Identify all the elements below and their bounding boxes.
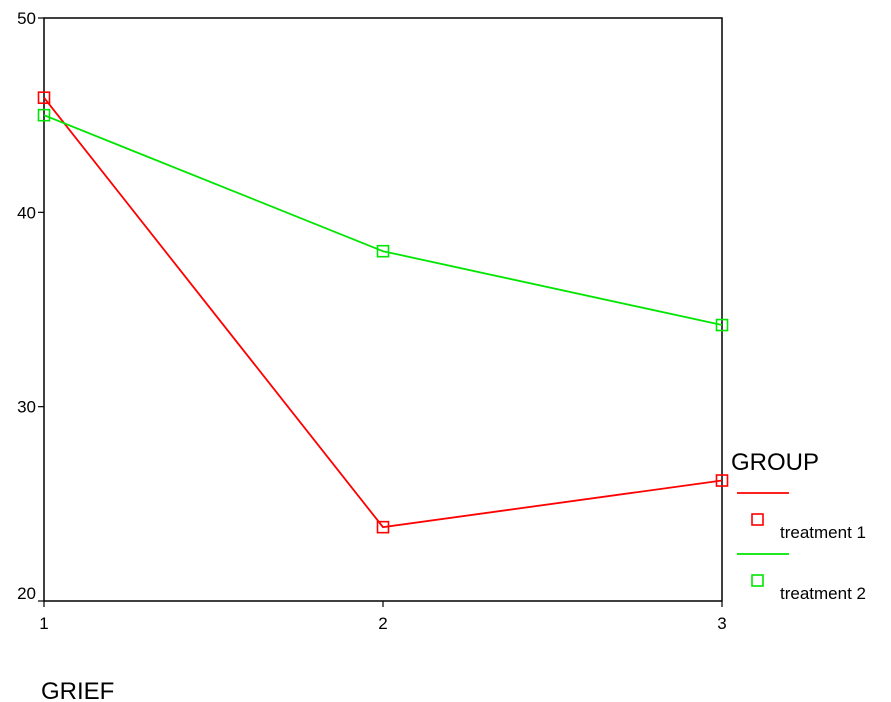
series-layer — [37, 91, 729, 534]
legend: GROUP treatment 1 treatment 2 — [731, 449, 866, 603]
legend-label: treatment 2 — [780, 584, 866, 603]
y-axis: 20 30 40 50 — [17, 9, 44, 603]
x-axis-title: GRIEF — [41, 678, 114, 702]
data-point-marker — [376, 244, 390, 258]
y-tick-label: 30 — [17, 398, 36, 417]
data-point-marker — [37, 91, 51, 104]
plot-frame — [43, 17, 723, 602]
data-point-marker — [376, 520, 390, 534]
series-line — [43, 97, 723, 529]
legend-marker — [751, 574, 764, 587]
x-tick-label: 3 — [717, 614, 726, 633]
x-axis: 1 2 3 — [39, 601, 727, 633]
data-point-marker — [715, 318, 729, 332]
data-point-marker — [715, 474, 729, 487]
y-tick-label: 40 — [17, 203, 36, 222]
series-line — [43, 114, 723, 326]
legend-marker — [751, 513, 764, 526]
x-tick-label: 2 — [378, 614, 387, 633]
legend-label: treatment 1 — [780, 523, 866, 542]
x-tick-label: 1 — [39, 614, 48, 633]
data-point-marker — [37, 108, 51, 122]
y-tick-label: 50 — [17, 9, 36, 28]
legend-title: GROUP — [731, 449, 819, 476]
y-tick-label: 20 — [17, 584, 36, 603]
